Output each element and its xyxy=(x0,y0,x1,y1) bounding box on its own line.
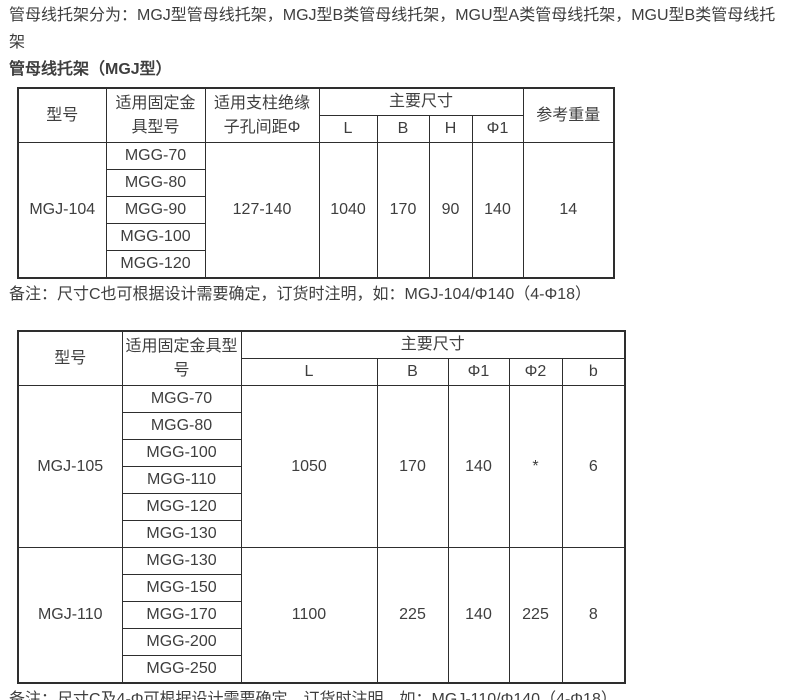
intro-paragraph: 管母线托架分为：MGJ型管母线托架，MGJ型B类管母线托架，MGU型A类管母线托… xyxy=(9,7,776,51)
fitting-cell: MGG-150 xyxy=(121,574,242,602)
table-row: MGJ-110 MGG-130 1100 225 140 225 8 xyxy=(17,547,626,684)
col-header-dim-L: L xyxy=(240,358,378,386)
col-header-dim-B: B xyxy=(376,115,430,143)
fitting-cell: MGG-70 xyxy=(121,385,242,413)
dim-B-cell: 170 xyxy=(376,142,430,279)
col-header-model: 型号 xyxy=(17,330,123,386)
col-header-dim-phi2: Φ2 xyxy=(508,358,563,386)
dim-L-cell: 1100 xyxy=(240,547,378,684)
table1-header-row-2: L B H Φ1 xyxy=(18,115,614,143)
dim-phi2-cell: * xyxy=(508,385,563,548)
col-header-dim-L: L xyxy=(318,115,378,143)
dim-phi1-cell: 140 xyxy=(471,142,524,279)
fitting-cell: MGG-120 xyxy=(105,250,206,279)
fitting-cell: MGG-250 xyxy=(121,655,242,684)
table-row: MGG-150 xyxy=(18,574,625,602)
fitting-cell: MGG-70 xyxy=(105,142,206,170)
col-header-ref-weight: 参考重量 xyxy=(522,87,615,143)
note-table1: 备注：尺寸C也可根据设计需要确定，订货时注明，如：MGJ-104/Φ140（4-… xyxy=(9,286,592,303)
fitting-cell: MGG-110 xyxy=(121,466,242,494)
model-cell: MGJ-110 xyxy=(17,547,123,684)
section-title: 管母线托架（MGJ型） xyxy=(9,61,172,78)
col-header-dim-b: b xyxy=(561,358,626,386)
table-row: MGG-120 xyxy=(18,250,614,279)
table-row: MGG-90 xyxy=(18,196,614,224)
dim-phi2-cell: 225 xyxy=(508,547,563,684)
mgj-spec-table-2: 型号 适用固定金具型号 主要尺寸 L B Φ1 Φ2 b MGJ-105 MGG… xyxy=(17,330,627,684)
dim-b-cell: 6 xyxy=(561,385,626,548)
table2-header-row-1: 型号 适用固定金具型号 主要尺寸 xyxy=(17,330,626,386)
fitting-cell: MGG-170 xyxy=(121,601,242,629)
dim-B-cell: 225 xyxy=(376,547,449,684)
table-row: MGG-200 xyxy=(18,628,625,656)
fitting-cell: MGG-130 xyxy=(121,547,242,575)
dim-phi1-cell: 140 xyxy=(447,385,510,548)
table-row: MGG-170 xyxy=(18,601,625,629)
fitting-cell: MGG-130 xyxy=(121,520,242,548)
fitting-cell: MGG-200 xyxy=(121,628,242,656)
table-row: MGG-100 xyxy=(18,223,614,251)
col-header-dim-phi1: Φ1 xyxy=(447,358,510,386)
fitting-cell: MGG-100 xyxy=(121,439,242,467)
dim-phi1-cell: 140 xyxy=(447,547,510,684)
col-header-dim-H: H xyxy=(428,115,473,143)
table-row: MGJ-105 MGG-70 1050 170 140 * 6 xyxy=(17,385,626,548)
dim-L-cell: 1040 xyxy=(318,142,378,279)
table-row: MGG-80 xyxy=(18,412,625,440)
model-cell: MGJ-104 xyxy=(17,142,107,279)
col-header-dim-phi1: Φ1 xyxy=(471,115,524,143)
table1-header-row-1: 型号 适用固定金具型号 适用支柱绝缘子孔间距Φ 主要尺寸 参考重量 xyxy=(17,87,615,143)
dim-b-cell: 8 xyxy=(561,547,626,684)
fitting-cell: MGG-120 xyxy=(121,493,242,521)
col-header-main-dims: 主要尺寸 xyxy=(318,87,524,116)
mgj-spec-table-1: 型号 适用固定金具型号 适用支柱绝缘子孔间距Φ 主要尺寸 参考重量 L B H … xyxy=(17,87,616,279)
col-header-fitting-model: 适用固定金具型号 xyxy=(121,330,242,386)
dim-L-cell: 1050 xyxy=(240,385,378,548)
dim-H-cell: 90 xyxy=(428,142,473,279)
table-row: MGG-80 xyxy=(18,169,614,197)
ref-weight-cell: 14 xyxy=(522,142,615,279)
spacer xyxy=(9,306,779,330)
col-header-fitting-model: 适用固定金具型号 xyxy=(105,87,206,143)
fitting-cell: MGG-80 xyxy=(121,412,242,440)
col-header-main-dims: 主要尺寸 xyxy=(240,330,626,359)
col-header-model: 型号 xyxy=(17,87,107,143)
insulator-hole-cell: 127-140 xyxy=(204,142,320,279)
col-header-dim-B: B xyxy=(376,358,449,386)
table-row: MGJ-104 MGG-70 127-140 1040 170 90 140 1… xyxy=(17,142,615,279)
note-table2: 备注：尺寸C及4-Φ可根据设计需要确定，订货时注明，如：MGJ-110/Φ140… xyxy=(9,691,617,700)
fitting-cell: MGG-90 xyxy=(105,196,206,224)
model-cell: MGJ-105 xyxy=(17,385,123,548)
col-header-insulator-hole: 适用支柱绝缘子孔间距Φ xyxy=(204,87,320,143)
fitting-cell: MGG-100 xyxy=(105,223,206,251)
dim-B-cell: 170 xyxy=(376,385,449,548)
table-row: MGG-250 xyxy=(18,655,625,684)
fitting-cell: MGG-80 xyxy=(105,169,206,197)
